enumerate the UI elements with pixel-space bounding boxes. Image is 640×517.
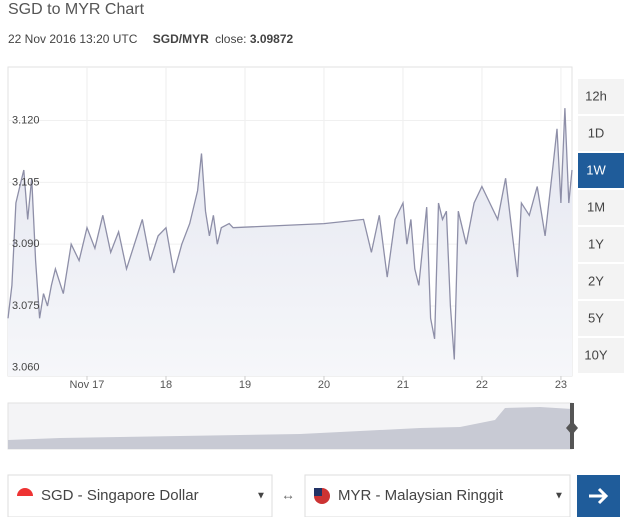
y-tick-label: 3.105 (12, 176, 40, 188)
line (7, 108, 573, 360)
x-tick-label: 22 (476, 379, 488, 391)
my-flag-canton (314, 488, 322, 496)
from-currency: SGD - Singapore Dollar (41, 487, 199, 504)
range-label: 1D (588, 125, 605, 140)
to-select[interactable] (304, 474, 571, 517)
x-tick-label: 18 (160, 379, 172, 391)
x-tick-label: 19 (239, 379, 251, 391)
dropdown-arrow: ▼ (554, 491, 564, 502)
x-tick-label: 21 (397, 379, 409, 391)
range-button[interactable] (578, 264, 624, 299)
range-button[interactable] (578, 301, 624, 336)
range-button[interactable] (578, 190, 624, 225)
sg-flag-lower (17, 496, 33, 504)
from-select[interactable] (7, 474, 273, 517)
range-button[interactable] (578, 338, 624, 373)
convert-arrow (589, 487, 609, 505)
date: 22 Nov 2016 13:20 UTC (8, 32, 138, 46)
close-label: close: (215, 32, 246, 46)
y-tick-label: 3.075 (12, 300, 40, 312)
pair: SGD/MYR (153, 32, 209, 46)
x-tick-label: 20 (318, 379, 330, 391)
swap[interactable]: ↔ (281, 487, 295, 503)
navigator-area (8, 407, 572, 449)
y-tick-label: 3.060 (12, 362, 40, 374)
close-value: 3.09872 (250, 32, 294, 46)
range-label: 1Y (588, 236, 604, 251)
range-button[interactable] (578, 227, 624, 262)
range-label: 5Y (588, 310, 604, 325)
range-label: 2Y (588, 273, 604, 288)
y-tick-label: 3.090 (12, 238, 40, 250)
range-label: 1W (586, 162, 606, 177)
range-label: 12h (585, 88, 607, 103)
range-button[interactable] (578, 153, 624, 188)
range-label: 1M (587, 199, 605, 214)
area (8, 108, 572, 376)
range-label: 10Y (584, 347, 607, 362)
x-tick-label: Nov 17 (70, 379, 105, 391)
to-currency: MYR - Malaysian Ringgit (338, 487, 504, 504)
title: SGD to MYR Chart (8, 1, 145, 18)
dropdown-arrow: ▼ (256, 491, 266, 502)
navigator-grip[interactable] (566, 421, 578, 435)
range-button[interactable] (578, 79, 624, 114)
subtitle: 22 Nov 2016 13:20 UTC SGD/MYR close: 3.0… (8, 32, 294, 46)
x-tick-label: 23 (555, 379, 567, 391)
y-tick-label: 3.120 (12, 114, 40, 126)
range-button[interactable] (578, 116, 624, 151)
